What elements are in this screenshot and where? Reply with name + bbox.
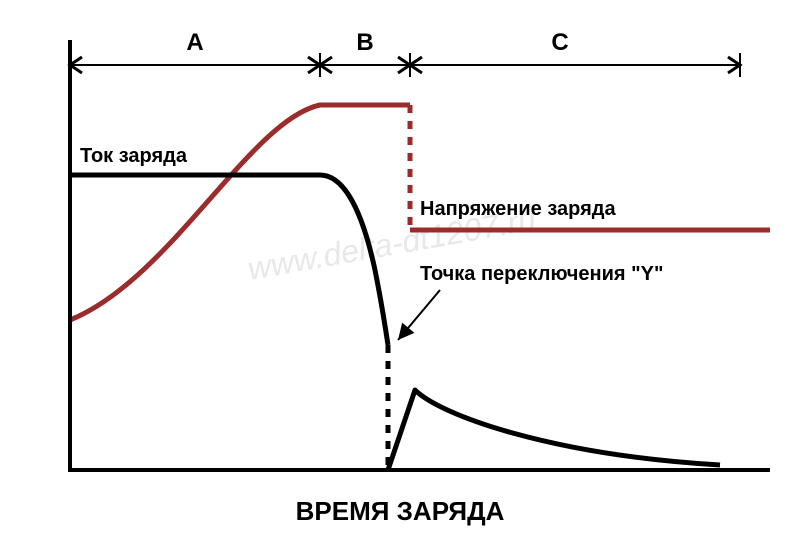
voltage-label: Напряжение заряда [420,198,616,220]
switchpoint-arrow [398,290,440,340]
xaxis-title: ВРЕМЯ ЗАРЯДА [296,496,505,526]
current-label: Ток заряда [80,145,188,167]
phase-b-label: B [356,29,373,56]
phase-c-label: C [551,29,568,56]
chart-svg: www.delta-dt1207.ru A B C [0,0,800,550]
switchpoint-label: Точка переключения "Y" [420,263,663,285]
current-curve-group [70,175,720,470]
phase-a-label: A [186,29,203,56]
current-restart-decay [388,390,720,470]
phase-bars: A B C [70,29,740,77]
charging-diagram: www.delta-dt1207.ru A B C [0,0,800,550]
